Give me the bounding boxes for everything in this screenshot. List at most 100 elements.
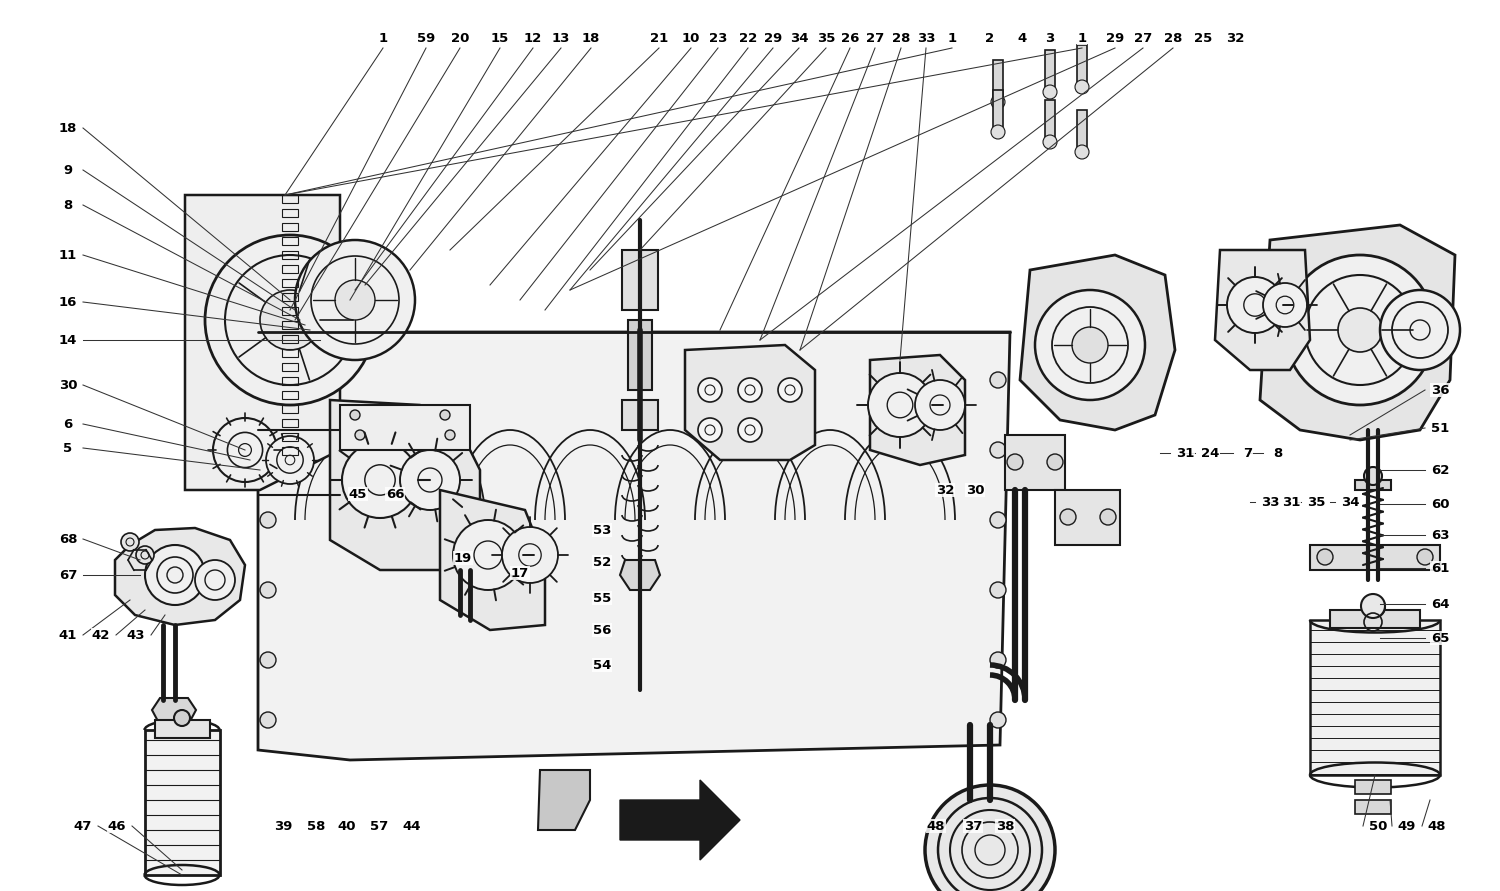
Circle shape	[1360, 594, 1384, 618]
Polygon shape	[1054, 490, 1120, 545]
Text: 47: 47	[74, 820, 92, 832]
Circle shape	[356, 430, 364, 440]
Circle shape	[1076, 145, 1089, 159]
Circle shape	[1076, 80, 1089, 94]
Circle shape	[990, 512, 1006, 528]
Bar	[1077, 110, 1088, 150]
Circle shape	[206, 235, 375, 405]
Text: 42: 42	[92, 628, 110, 642]
Text: 51: 51	[1431, 421, 1449, 435]
Polygon shape	[1020, 255, 1174, 430]
Text: 58: 58	[308, 820, 326, 832]
Circle shape	[1227, 277, 1282, 333]
Circle shape	[990, 582, 1006, 598]
Bar	[622, 250, 658, 310]
Text: 63: 63	[1431, 528, 1449, 542]
Text: 64: 64	[1431, 598, 1449, 610]
Text: 3: 3	[1046, 31, 1054, 45]
Text: 27: 27	[865, 31, 883, 45]
Text: 8: 8	[63, 199, 72, 211]
Text: 44: 44	[402, 820, 422, 832]
Text: 5: 5	[63, 442, 72, 454]
Bar	[622, 400, 658, 430]
Circle shape	[440, 410, 450, 420]
Circle shape	[1263, 283, 1306, 327]
Circle shape	[195, 560, 236, 600]
Text: 6: 6	[63, 418, 72, 430]
Bar	[1354, 780, 1390, 794]
Circle shape	[778, 378, 802, 402]
Text: 32: 32	[936, 484, 954, 496]
Circle shape	[1007, 454, 1023, 470]
Circle shape	[146, 545, 206, 605]
Text: 4: 4	[1017, 31, 1026, 45]
Circle shape	[1047, 454, 1064, 470]
Bar	[282, 363, 298, 371]
Circle shape	[990, 442, 1006, 458]
Text: 17: 17	[512, 567, 530, 579]
Polygon shape	[686, 345, 814, 460]
Text: 18: 18	[582, 31, 600, 45]
Text: 36: 36	[1431, 383, 1449, 396]
Text: 29: 29	[1106, 31, 1124, 45]
Text: 38: 38	[996, 820, 1014, 832]
Bar	[1310, 545, 1440, 570]
Text: 16: 16	[58, 296, 76, 308]
Text: 25: 25	[1194, 31, 1212, 45]
Bar	[1354, 480, 1390, 490]
Circle shape	[453, 520, 524, 590]
Polygon shape	[152, 698, 196, 725]
Circle shape	[260, 290, 320, 350]
Text: 33: 33	[916, 31, 934, 45]
Text: 13: 13	[552, 31, 570, 45]
Text: 9: 9	[63, 164, 72, 176]
Circle shape	[260, 442, 276, 458]
Polygon shape	[1215, 250, 1310, 370]
Polygon shape	[620, 560, 660, 590]
Text: 37: 37	[964, 820, 982, 832]
Bar	[282, 265, 298, 273]
Circle shape	[503, 527, 558, 583]
Bar	[146, 730, 220, 875]
Circle shape	[1060, 509, 1076, 525]
Polygon shape	[258, 332, 1010, 760]
Bar	[282, 209, 298, 217]
Bar	[282, 419, 298, 427]
Text: 57: 57	[370, 820, 388, 832]
Text: 31: 31	[1282, 495, 1300, 509]
Text: 8: 8	[1274, 446, 1282, 460]
Circle shape	[990, 652, 1006, 668]
Text: 52: 52	[592, 555, 610, 568]
Circle shape	[350, 410, 360, 420]
Circle shape	[698, 378, 721, 402]
Text: 7: 7	[1244, 446, 1252, 460]
Text: 35: 35	[818, 31, 836, 45]
Text: 18: 18	[58, 121, 76, 135]
Circle shape	[174, 710, 190, 726]
Text: 28: 28	[892, 31, 910, 45]
Text: 32: 32	[1226, 31, 1244, 45]
Circle shape	[1380, 290, 1460, 370]
Text: 28: 28	[1164, 31, 1182, 45]
Circle shape	[990, 372, 1006, 388]
Text: 60: 60	[1431, 497, 1449, 511]
Text: 31: 31	[1176, 446, 1194, 460]
Circle shape	[334, 280, 375, 320]
Text: 30: 30	[966, 484, 984, 496]
Text: 50: 50	[1370, 820, 1388, 832]
Circle shape	[260, 582, 276, 598]
Bar	[1330, 610, 1420, 628]
Bar	[282, 391, 298, 399]
Circle shape	[738, 378, 762, 402]
Bar	[282, 223, 298, 231]
Text: 49: 49	[1398, 820, 1416, 832]
Bar	[282, 405, 298, 413]
Circle shape	[926, 785, 1054, 891]
Text: 46: 46	[108, 820, 126, 832]
Bar	[154, 720, 210, 738]
Bar	[282, 237, 298, 245]
Polygon shape	[538, 770, 590, 830]
Bar	[282, 279, 298, 287]
Text: 26: 26	[842, 31, 860, 45]
Text: 24: 24	[1202, 446, 1219, 460]
